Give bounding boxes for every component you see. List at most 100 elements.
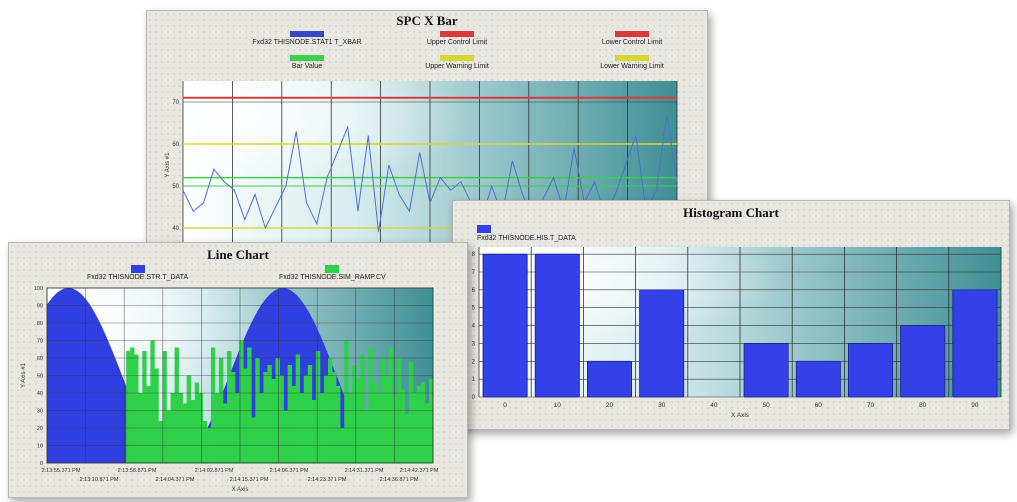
histogram-bar <box>534 253 580 398</box>
line-series-2-bar <box>332 372 337 463</box>
line-x-axis-label: X Axis <box>232 487 249 493</box>
histogram-bar <box>482 253 528 398</box>
line-legend-swatch-2 <box>325 265 340 273</box>
histogram-y-tick-label: 8 <box>472 252 476 258</box>
histogram-bar <box>795 360 841 398</box>
line-x-tick-label: 2:14:42.371 PM <box>400 468 439 474</box>
line-legend-item-2: Fxd32 THISNODE.SIM_RAMP.CV <box>279 265 386 281</box>
line-series-2-bar <box>190 400 196 463</box>
line-y-tick-label: 0 <box>40 461 43 467</box>
line-series-2-bar <box>182 403 187 463</box>
line-series-2-bar <box>323 375 329 463</box>
line-series-2-bar <box>315 351 321 463</box>
line-y-axis-label: Y Axis #1 <box>21 362 27 388</box>
histogram-x-tick-label: 90 <box>971 402 979 409</box>
spc-legend-swatch <box>440 31 474 37</box>
line-series-2-bar <box>416 386 422 463</box>
line-legend-item-1: Fxd32 THISNODE.STR.T_DATA <box>87 265 188 281</box>
line-series-2-bar <box>424 403 430 463</box>
histogram-chart-title: Histogram Chart <box>683 205 779 220</box>
histogram-x-tick-label: 70 <box>867 402 875 409</box>
line-x-tick-label: 2:14:04.371 PM <box>156 477 195 483</box>
histogram-x-tick-label: 20 <box>606 402 614 409</box>
histogram-x-tick-label: 60 <box>815 402 823 409</box>
line-series-2-bar <box>295 354 301 463</box>
line-series-2-bar <box>352 365 357 463</box>
line-x-tick-label: 2:14:15.371 PM <box>230 477 269 483</box>
line-y-tick-label: 50 <box>37 374 43 380</box>
histogram-x-tick-label: 50 <box>762 402 770 409</box>
line-series-2-bar <box>162 351 167 463</box>
line-series-2-bar <box>158 421 163 463</box>
line-legend-label-2: Fxd32 THISNODE.SIM_RAMP.CV <box>279 274 386 281</box>
histogram-y-tick-label: 5 <box>472 306 476 312</box>
spc-legend-label: Upper Control Limit <box>426 39 488 46</box>
line-series-2-bar <box>388 347 393 463</box>
line-series-2-bar <box>130 347 135 463</box>
line-series-2-bar <box>311 400 317 463</box>
line-chart-panel: Line Chart Fxd32 THISNODE.STR.T_DATA Fxd… <box>8 242 468 498</box>
histogram-bar <box>952 289 998 398</box>
histogram-x-axis-label: X Axis <box>731 412 750 419</box>
line-series-2-bar <box>134 354 139 463</box>
histogram-x-tick-label: 80 <box>919 402 927 409</box>
line-series-2-bar <box>154 368 159 463</box>
line-series-2-bar <box>384 375 389 463</box>
spc-y-tick-label: 70 <box>172 100 179 106</box>
histogram-bar <box>639 289 685 398</box>
line-y-tick-label: 40 <box>37 391 43 397</box>
line-y-tick-label: 20 <box>37 426 43 432</box>
line-series-2-bar <box>368 347 373 463</box>
line-x-tick-label: 2:14:23.371 PM <box>308 477 347 483</box>
line-series-2-bar <box>126 351 131 463</box>
line-plot-border <box>46 287 434 464</box>
line-y-tick-label: 90 <box>37 304 43 310</box>
spc-y-tick-label: 50 <box>172 184 179 190</box>
spc-legend-item: Bar Value <box>237 55 377 70</box>
histogram-bar <box>900 325 946 398</box>
spc-legend-label: Upper Warning Limit <box>425 63 489 70</box>
line-series-2-bar <box>263 372 268 463</box>
spc-chart-panel: SPC X Bar Fxd32 THISNODE.STAT1 T_XBAR Upp… <box>146 10 708 252</box>
line-plot: 0 10 20 30 40 50 60 70 80 90 100 Y Axis #1 2:13:55.3… <box>21 286 439 493</box>
histogram-legend-item: Fxd32 THISNODE.HIS.T_DATA <box>477 225 576 242</box>
line-series-2-bar <box>271 379 276 463</box>
histogram-plot: 012345678Y Axis #10102030405060708090X A… <box>461 247 1002 419</box>
line-series-2-bar <box>344 340 349 463</box>
spc-legend-swatch <box>615 31 649 37</box>
spc-legend-item: Fxd32 THISNODE.STAT1 T_XBAR <box>237 31 377 46</box>
line-legend-swatch-1 <box>130 265 145 273</box>
histogram-bar <box>586 360 632 398</box>
spc-chart-title: SPC X Bar <box>396 13 458 28</box>
line-series-2-bar <box>360 354 365 463</box>
spc-plot: 40 50 60 70 Y Axis #1 <box>165 81 678 249</box>
line-x-tick-label: 2:14:36.871 PM <box>380 477 419 483</box>
histogram-x-tick-label: 30 <box>658 402 666 409</box>
line-series-2-bar <box>174 347 179 463</box>
spc-legend-item: Lower Warning Limit <box>562 55 702 70</box>
histogram-bar <box>743 343 789 398</box>
histogram-y-tick-label: 2 <box>472 359 476 365</box>
line-series-2-bar <box>202 421 208 463</box>
line-series-2-bar <box>186 375 192 463</box>
histogram-x-tick-label: 10 <box>554 402 562 409</box>
spc-y-tick-label: 40 <box>172 226 179 232</box>
spc-legend-item: Lower Control Limit <box>562 31 702 46</box>
spc-legend-label: Lower Warning Limit <box>600 63 664 70</box>
spc-y-axis-label: Y Axis #1 <box>165 152 171 178</box>
spc-legend-item: Upper Control Limit <box>387 31 527 46</box>
spc-legend-swatch <box>615 55 649 61</box>
line-series-2-bar <box>279 375 284 463</box>
histogram-legend-swatch <box>477 225 491 233</box>
line-series-2-bar <box>239 340 244 463</box>
histogram-y-tick-label: 4 <box>472 324 476 330</box>
histogram-chart-panel: Histogram Chart Fxd32 THISNODE.HIS.T_DAT… <box>452 200 1010 430</box>
spc-y-tick-label: 60 <box>172 142 179 148</box>
histogram-y-tick-label: 6 <box>472 288 476 294</box>
line-y-tick-label: 60 <box>37 356 43 362</box>
line-series-2-bar <box>210 347 216 463</box>
spc-legend-swatch <box>290 55 324 61</box>
line-x-tick-label: 2:13:10.871 PM <box>80 477 119 483</box>
histogram-x-tick-label: 0 <box>503 402 507 409</box>
spc-legend-label: Bar Value <box>291 63 323 70</box>
